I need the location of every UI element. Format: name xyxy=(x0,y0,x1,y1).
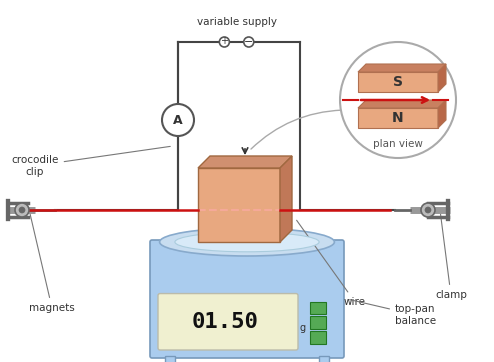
Text: plan view: plan view xyxy=(373,139,423,149)
Circle shape xyxy=(219,37,229,47)
Text: top-pan
balance: top-pan balance xyxy=(350,300,436,326)
Bar xyxy=(165,356,175,362)
Bar xyxy=(310,302,326,314)
Text: wire: wire xyxy=(296,220,366,307)
Polygon shape xyxy=(358,64,446,72)
Polygon shape xyxy=(358,100,446,108)
Circle shape xyxy=(421,203,435,217)
Polygon shape xyxy=(198,168,280,242)
Text: g: g xyxy=(299,323,305,333)
FancyBboxPatch shape xyxy=(150,240,344,358)
FancyBboxPatch shape xyxy=(158,294,298,350)
Text: −: − xyxy=(244,37,253,47)
Polygon shape xyxy=(198,156,292,168)
Polygon shape xyxy=(438,64,446,92)
Circle shape xyxy=(162,104,194,136)
Text: clamp: clamp xyxy=(435,213,467,300)
Polygon shape xyxy=(280,156,292,242)
Ellipse shape xyxy=(175,232,319,252)
Polygon shape xyxy=(438,100,446,128)
Text: S: S xyxy=(393,75,403,89)
Bar xyxy=(310,316,326,329)
Text: 01.50: 01.50 xyxy=(192,312,259,332)
Text: magnets: magnets xyxy=(29,208,75,313)
Circle shape xyxy=(19,207,25,213)
Bar xyxy=(310,331,326,344)
Text: N: N xyxy=(392,111,404,125)
Text: variable supply: variable supply xyxy=(197,17,277,27)
Text: crocodile
clip: crocodile clip xyxy=(11,146,170,177)
Bar xyxy=(319,356,329,362)
Circle shape xyxy=(425,207,431,213)
Text: A: A xyxy=(173,114,183,126)
Circle shape xyxy=(340,42,456,158)
Circle shape xyxy=(244,37,254,47)
Polygon shape xyxy=(358,108,438,128)
Circle shape xyxy=(15,203,29,217)
Polygon shape xyxy=(358,72,438,92)
Text: +: + xyxy=(220,36,228,46)
Ellipse shape xyxy=(160,228,334,256)
